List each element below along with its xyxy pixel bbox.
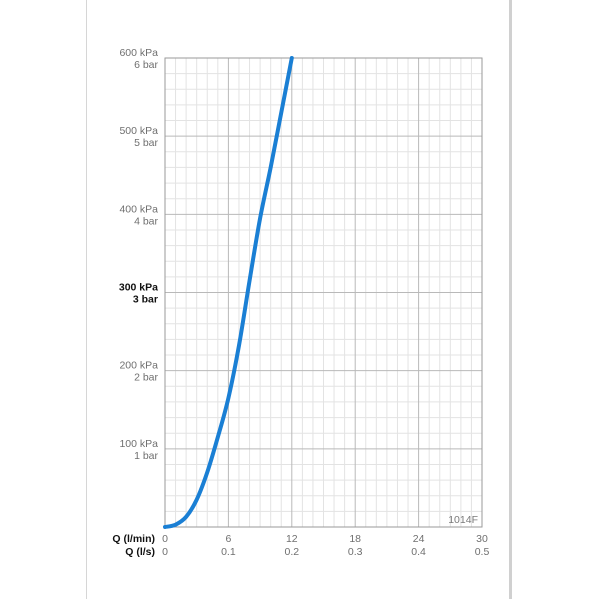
pressure-curve [163, 56, 294, 529]
x-tick-label-ls: 0 [162, 546, 168, 558]
x-tick-label-lmin: 18 [349, 533, 361, 545]
y-tick-label-bar: 2 bar [134, 372, 158, 384]
datasheet-page [86, 0, 512, 599]
y-tick-label-bar: 4 bar [134, 215, 158, 227]
x-tick-label-ls: 0.1 [221, 546, 236, 558]
x-tick-label-ls: 0.2 [284, 546, 299, 558]
x-axis-ticks: 00 60.1 120.2 180.3 240.4 300.5 [162, 533, 489, 558]
x-axis-label-ls: Q (l/s) [125, 546, 155, 558]
x-tick-label-lmin: 6 [225, 533, 231, 545]
x-tick-label-ls: 0.5 [475, 546, 490, 558]
y-tick-label-kpa: 300 kPa [119, 282, 158, 294]
y-tick-label-kpa: 600 kPa [119, 47, 158, 59]
y-tick-label-kpa: 400 kPa [119, 203, 158, 215]
y-tick-label-bar: 3 bar [133, 294, 158, 306]
y-tick-label-bar: 5 bar [134, 137, 158, 149]
y-tick-label-bar: 6 bar [134, 59, 158, 71]
y-tick-label-kpa: 500 kPa [119, 125, 158, 137]
x-tick-label-lmin: 12 [286, 533, 298, 545]
major-grid [165, 58, 482, 527]
x-axis-label-lmin: Q (l/min) [112, 533, 155, 545]
y-tick-label-bar: 1 bar [134, 450, 158, 462]
x-tick-label-lmin: 0 [162, 533, 168, 545]
y-tick-label-kpa: 200 kPa [119, 360, 158, 372]
x-tick-label-ls: 0.4 [411, 546, 426, 558]
x-tick-label-ls: 0.3 [348, 546, 363, 558]
plot-frame [164, 57, 483, 528]
x-tick-label-lmin: 24 [413, 533, 425, 545]
y-tick-label-kpa: 100 kPa [119, 438, 158, 450]
x-tick-label-lmin: 30 [476, 533, 488, 545]
chart-code: 1014F [448, 514, 478, 526]
